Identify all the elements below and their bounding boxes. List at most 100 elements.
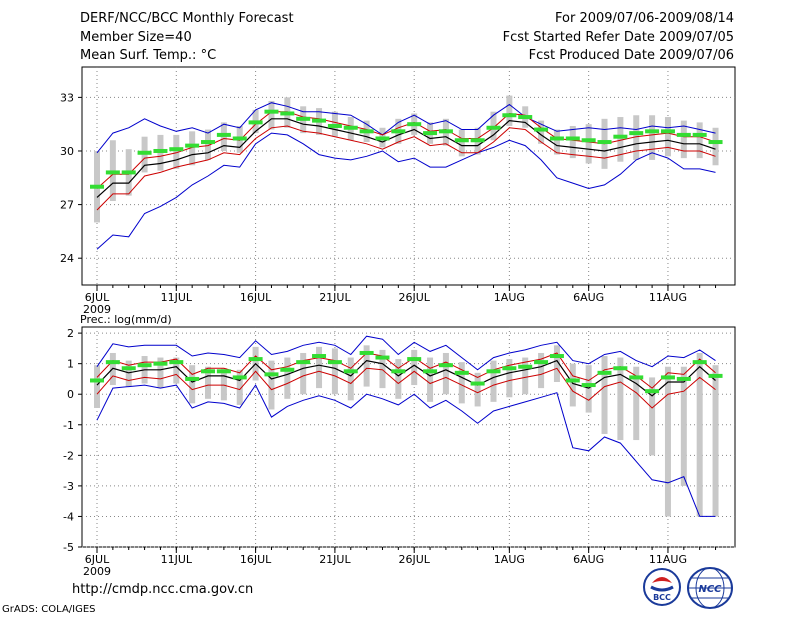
prec-range-bar [696,352,703,517]
prec-ytick-label: 0 [67,388,74,401]
temp-xtick-label: 11JUL [161,291,193,304]
prec-range-bar [553,345,560,382]
prec-range-bar [125,360,132,387]
temp-range-bar [569,125,576,159]
prec-range-bar [300,352,307,395]
header-title: DERF/NCC/BCC Monthly Forecast [80,11,294,26]
temp-range-bar [696,122,703,159]
prec-xtick-label: 21JUL [319,553,351,566]
temp-xtick-label: 6AUG [573,291,604,304]
temp-range-bar [712,127,719,166]
prec-panel-title: Prec.: log(mm/d) [80,313,172,326]
temp-range-bar [173,134,180,169]
temp-range-bar [268,100,275,130]
prec-ytick-label: -3 [63,480,74,493]
temp-xtick-label: 1AUG [494,291,525,304]
prec-range-bar [458,362,465,404]
temp-ytick-label: 27 [60,199,74,212]
prec-xtick-label: 1AUG [494,553,525,566]
prec-range-bar [633,366,640,441]
header-period: For 2009/07/06-2009/08/14 [555,11,734,26]
prec-min-line [96,384,716,517]
prec-upper-line [96,352,716,389]
prec-ytick-label: -2 [63,449,74,462]
temp-ytick-label: 33 [60,91,74,104]
prec-range-bar [569,363,576,407]
prec-range-bar [427,357,434,402]
prec-range-bar [617,357,624,441]
prec-lower-line [96,367,716,409]
prec-mean-line [96,359,716,397]
prec-range-bar [538,352,545,389]
prec-range-bar [363,345,370,387]
prec-range-bar [316,346,323,389]
temp-xtick-label: 26JUL [398,291,430,304]
header-produced-date: Fcst Produced Date 2009/07/06 [528,48,734,63]
prec-range-bar [680,366,687,486]
header-member-size: Member Size=40 [80,30,192,45]
temp-lower-line [96,125,716,211]
source-url[interactable]: http://cmdp.ncc.cma.gov.cn [72,582,254,597]
prec-range-bar [411,349,418,386]
header-variable: Mean Surf. Temp.: °C [80,48,217,63]
prec-ytick-label: -5 [63,541,74,554]
prec-range-bar [649,377,656,456]
prec-range-bar [522,357,529,395]
prec-xtick-label: 16JUL [240,553,272,566]
temp-range-bar [680,120,687,159]
prec-range-bar [189,365,196,404]
prec-range-bar [585,365,592,413]
prec-range-bar [268,360,275,410]
prec-range-bar [506,359,513,398]
temp-range-bar [585,124,592,164]
prec-ytick-label: 2 [67,327,74,340]
prec-ytick-label: -1 [63,419,74,432]
prec-range-bar [236,369,243,405]
ncc-logo-icon: NCC [687,567,733,609]
prec-max-line [96,335,716,371]
prec-range-bar [664,366,671,517]
bcc-logo-icon: BCC [643,568,681,606]
prec-range-bar [94,365,100,408]
temp-range-bar [189,131,196,166]
prec-range-bar [205,366,212,399]
prec-year-label: 2009 [83,565,111,578]
temp-range-bar [617,117,624,162]
prec-range-bar [712,365,719,517]
prec-range-bar [490,360,497,402]
prec-range-bar [474,372,481,407]
prec-range-bar [157,357,164,389]
prec-range-bar [220,368,227,401]
prec-xtick-label: 11AUG [649,553,687,566]
grads-credit: GrADS: COLA/IGES [2,604,96,615]
prec-xtick-label: 11JUL [161,553,193,566]
temp-mean-line [96,118,716,198]
prec-xtick-label: 26JUL [398,553,430,566]
prec-range-bar [395,359,402,399]
temp-year-label: 2009 [83,303,111,316]
temp-range-bar [649,115,656,160]
prec-range-bar [331,348,338,395]
temp-upper-line [96,111,716,189]
prec-range-bar [284,357,291,399]
temp-ytick-label: 24 [60,252,74,265]
temp-xtick-label: 6JUL [85,291,110,304]
temp-range-bar [664,117,671,157]
prec-range-bar [173,357,180,384]
prec-range-bar [601,356,608,434]
prec-range-bar [347,357,354,401]
temp-xtick-label: 11AUG [649,291,687,304]
temp-frame [81,66,736,286]
temp-range-bar [205,129,212,160]
prec-ytick-label: 1 [67,358,74,371]
prec-xtick-label: 6AUG [573,553,604,566]
bcc-logo-text: BCC [653,593,671,602]
temp-max-line [96,102,716,154]
temp-min-line [96,132,716,250]
temp-xtick-label: 16JUL [240,291,272,304]
prec-xtick-label: 6JUL [85,553,110,566]
prec-range-bar [379,349,386,389]
header-started-date: Fcst Started Refer Date 2009/07/05 [502,30,734,45]
temp-range-bar [633,115,640,160]
